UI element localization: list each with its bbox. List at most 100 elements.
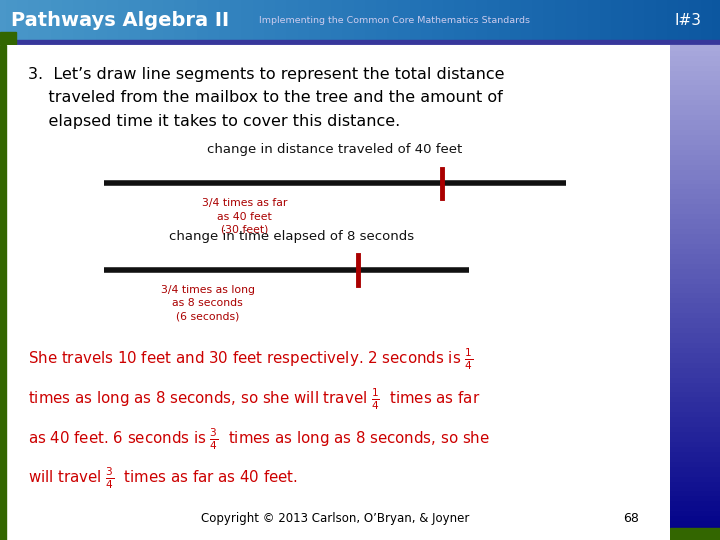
Bar: [670, 104, 720, 109]
Bar: [670, 173, 720, 179]
Bar: [670, 515, 720, 520]
Text: 3/4 times as far
as 40 feet
(30 feet): 3/4 times as far as 40 feet (30 feet): [202, 198, 287, 235]
Bar: [670, 233, 720, 238]
Bar: [670, 198, 720, 203]
Bar: [670, 75, 720, 79]
Bar: [670, 476, 720, 481]
Bar: [670, 248, 720, 253]
Bar: [670, 372, 720, 376]
Bar: [670, 352, 720, 357]
Bar: [670, 421, 720, 426]
Bar: [0, 42, 720, 44]
Bar: [0, 42, 720, 44]
Bar: [670, 262, 720, 268]
Text: change in time elapsed of 8 seconds: change in time elapsed of 8 seconds: [168, 230, 414, 243]
Text: Pathways Algebra II: Pathways Algebra II: [11, 11, 229, 30]
Bar: [670, 293, 720, 298]
Bar: [0, 45, 6, 540]
Bar: [670, 55, 720, 60]
Bar: [670, 382, 720, 387]
Bar: [670, 317, 720, 322]
Bar: [0, 43, 720, 45]
Bar: [670, 99, 720, 104]
Bar: [670, 535, 720, 540]
Bar: [670, 396, 720, 401]
Bar: [670, 119, 720, 124]
Bar: [670, 367, 720, 372]
Bar: [670, 109, 720, 114]
Bar: [670, 184, 720, 188]
Bar: [670, 495, 720, 501]
Bar: [670, 501, 720, 505]
Bar: [0, 42, 720, 44]
Bar: [0, 41, 720, 43]
Bar: [670, 124, 720, 129]
Bar: [670, 376, 720, 382]
Bar: [670, 168, 720, 173]
Bar: [670, 471, 720, 476]
Bar: [670, 357, 720, 362]
Text: as 40 feet. 6 seconds is $\frac{3}{4}$  times as long as 8 seconds, so she: as 40 feet. 6 seconds is $\frac{3}{4}$ t…: [28, 426, 490, 451]
Bar: [670, 238, 720, 243]
Bar: [670, 406, 720, 411]
Text: I#3: I#3: [675, 12, 702, 28]
Bar: [670, 154, 720, 159]
Bar: [670, 79, 720, 84]
Bar: [0, 41, 720, 44]
Bar: [670, 65, 720, 70]
Bar: [670, 268, 720, 273]
Bar: [670, 490, 720, 495]
Bar: [670, 60, 720, 65]
Bar: [670, 332, 720, 337]
Bar: [670, 411, 720, 416]
Bar: [0, 41, 720, 43]
Bar: [670, 213, 720, 218]
Bar: [670, 312, 720, 317]
Bar: [670, 481, 720, 485]
Bar: [670, 520, 720, 525]
Bar: [670, 436, 720, 441]
Text: elapsed time it takes to cover this distance.: elapsed time it takes to cover this dist…: [28, 113, 400, 129]
Bar: [670, 243, 720, 248]
Bar: [670, 525, 720, 530]
Bar: [670, 208, 720, 213]
Bar: [0, 32, 16, 45]
Bar: [670, 461, 720, 465]
Bar: [670, 510, 720, 515]
Bar: [670, 188, 720, 193]
Bar: [670, 223, 720, 228]
Bar: [670, 416, 720, 421]
Bar: [670, 392, 720, 396]
Bar: [670, 302, 720, 307]
Bar: [670, 253, 720, 258]
Bar: [670, 322, 720, 327]
Text: times as long as 8 seconds, so she will travel $\frac{1}{4}$  times as far: times as long as 8 seconds, so she will …: [28, 387, 480, 412]
Bar: [670, 90, 720, 94]
Bar: [670, 273, 720, 278]
Bar: [670, 228, 720, 233]
Bar: [670, 307, 720, 312]
Bar: [670, 144, 720, 149]
Bar: [670, 258, 720, 262]
Bar: [670, 164, 720, 168]
Bar: [670, 179, 720, 184]
Bar: [0, 41, 720, 43]
Bar: [670, 465, 720, 471]
Bar: [670, 134, 720, 139]
Bar: [670, 45, 720, 50]
Bar: [0, 40, 720, 43]
Bar: [670, 528, 720, 540]
Bar: [670, 485, 720, 490]
Bar: [0, 40, 720, 43]
Bar: [670, 94, 720, 99]
Bar: [670, 278, 720, 282]
Text: Copyright © 2013 Carlson, O’Bryan, & Joyner: Copyright © 2013 Carlson, O’Bryan, & Joy…: [201, 512, 469, 525]
Bar: [670, 149, 720, 154]
Bar: [0, 42, 720, 44]
Bar: [670, 203, 720, 208]
Bar: [0, 42, 720, 44]
Bar: [670, 456, 720, 461]
Bar: [670, 139, 720, 144]
Bar: [670, 70, 720, 75]
Bar: [670, 401, 720, 406]
